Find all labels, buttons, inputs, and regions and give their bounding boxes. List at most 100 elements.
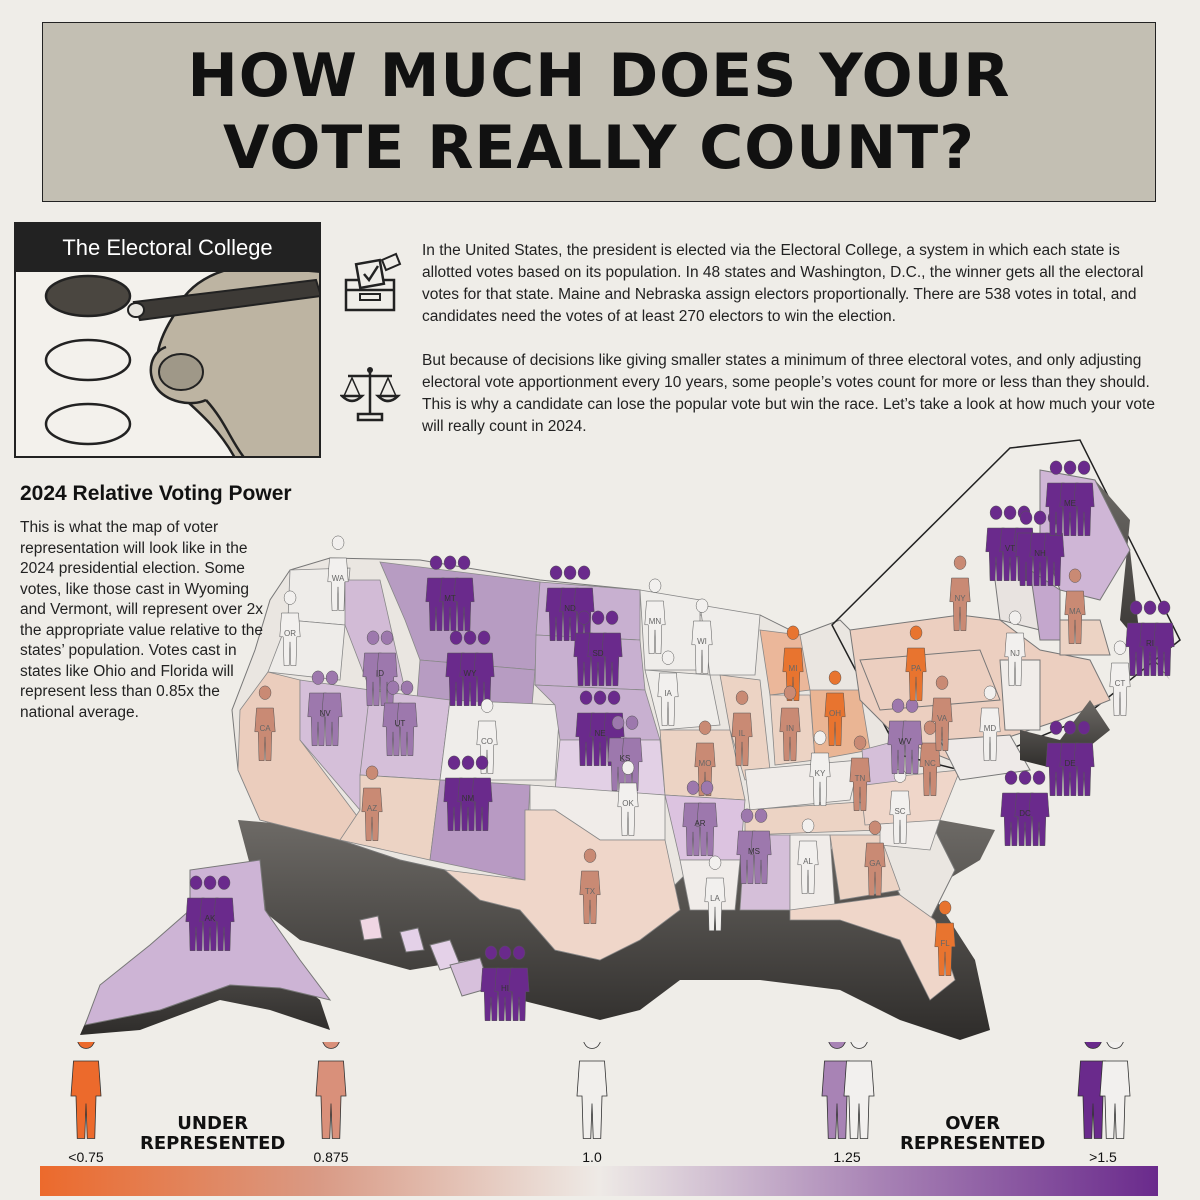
person-icon [905, 625, 927, 701]
person-icon [919, 720, 941, 796]
state-figure-hi: HI [480, 945, 530, 1021]
state-label: NY [954, 594, 966, 603]
person-icon [1028, 770, 1050, 846]
legend-person-icon [1077, 1028, 1131, 1139]
state-label: FL [940, 939, 950, 948]
state-label: WV [899, 737, 913, 746]
state-figure-nv: NV [307, 670, 343, 746]
person-icon [279, 590, 301, 666]
state-figure-md: MD [979, 685, 1001, 761]
hawaii [359, 915, 491, 997]
legend-gradient-bar [40, 1166, 1158, 1196]
state-label: AK [205, 914, 216, 923]
state-figure-ny: NY [949, 555, 971, 631]
legend-person-icon [315, 1028, 347, 1139]
state-figure-ut: UT [382, 680, 418, 756]
state-label: SC [894, 807, 905, 816]
state-label: IN [786, 724, 794, 733]
state-figure-nd: ND [545, 565, 595, 641]
person-icon [1153, 600, 1175, 676]
state-figure-la: LA [704, 855, 726, 931]
legend-stop: <0.75 [61, 1028, 111, 1165]
us-voting-power-map: WA OR CA NV ID MT WY UT AZ CO NM ND SD NE KS OK TX MN IA MO… [80, 439, 1181, 1040]
state-label: ME [1064, 499, 1076, 508]
state-figure-in: IN [779, 685, 801, 761]
state-figure-ia: IA [657, 650, 679, 726]
person-icon [573, 565, 595, 641]
state-figure-va: VA [931, 675, 953, 751]
state-label: ND [564, 604, 576, 613]
legend-stop-label: 1.25 [833, 1149, 861, 1165]
state-label: NJ [1010, 649, 1020, 658]
person-icon [949, 555, 971, 631]
state-figure-tx: TX [579, 848, 601, 924]
person-icon [657, 650, 679, 726]
state-label: CT [1115, 679, 1126, 688]
ballot-hand-illustration [44, 272, 319, 456]
state-label: OH [829, 709, 841, 718]
person-icon [797, 818, 819, 894]
state-label: DE [1064, 759, 1075, 768]
state-label: NC [924, 759, 936, 768]
state-label: MA [1069, 607, 1082, 616]
legend-person-icon [821, 1028, 875, 1139]
person-icon [979, 685, 1001, 761]
legend-person-icon [70, 1028, 102, 1139]
state-label: WY [464, 669, 478, 678]
person-icon [1109, 640, 1131, 716]
state-figure-dc: DC [1000, 770, 1050, 846]
state-label: VA [937, 714, 948, 723]
person-icon [934, 900, 956, 976]
state-label: RI [1146, 639, 1154, 648]
person-icon [696, 780, 718, 856]
state-label: NH [1034, 549, 1046, 558]
person-icon [1073, 460, 1095, 536]
legend-over-label: OVER REPRESENTED [900, 1113, 1046, 1154]
state-label: HI [501, 984, 509, 993]
state-figure-pa: PA [905, 625, 927, 701]
page-title: HOW MUCH DOES YOUR VOTE REALLY COUNT? [187, 41, 1011, 183]
state-figure-wi: WI [691, 598, 713, 674]
state-figure-or: OR [279, 590, 301, 666]
person-icon [254, 685, 276, 761]
state-label: NM [462, 794, 475, 803]
state-label: CA [259, 724, 271, 733]
person-icon [1073, 720, 1095, 796]
state-figure-il: IL [731, 690, 753, 766]
legend-stop: 0.875 [306, 1028, 356, 1165]
state-figure-mt: MT [425, 555, 475, 631]
state-figure-ca: CA [254, 685, 276, 761]
electoral-college-illustration: The Electoral College [14, 222, 321, 458]
person-icon [508, 945, 530, 1021]
person-icon [779, 685, 801, 761]
state-label: CO [481, 737, 493, 746]
state-figure-nc: NC [919, 720, 941, 796]
state-figure-ok: OK [617, 760, 639, 836]
state-figure-nm: NM [443, 755, 493, 831]
person-icon [579, 848, 601, 924]
state-label: UT [395, 719, 406, 728]
state-label: KY [815, 769, 826, 778]
state-label: NV [319, 709, 331, 718]
state-figure-fl: FL [934, 900, 956, 976]
state-figure-ak: AK [185, 875, 235, 951]
state-label: TX [585, 887, 596, 896]
state-figure-ga: GA [864, 820, 886, 896]
person-icon [453, 555, 475, 631]
person-icon [864, 820, 886, 896]
state-label: MD [984, 724, 997, 733]
person-icon [824, 670, 846, 746]
scales-icon [340, 367, 402, 422]
state-label: LA [710, 894, 720, 903]
person-icon [849, 735, 871, 811]
state-figure-mn: MN [644, 578, 666, 654]
state-figure-wy: WY [445, 630, 495, 706]
state-label: GA [869, 859, 881, 868]
rvp-title: 2024 Relative Voting Power [20, 482, 292, 505]
legend-stop-label: <0.75 [68, 1149, 104, 1165]
state-figure-ky: KY [809, 730, 831, 806]
person-icon [731, 690, 753, 766]
state-label: TN [855, 774, 866, 783]
state-figure-al: AL [797, 818, 819, 894]
state-figure-oh: OH [824, 670, 846, 746]
